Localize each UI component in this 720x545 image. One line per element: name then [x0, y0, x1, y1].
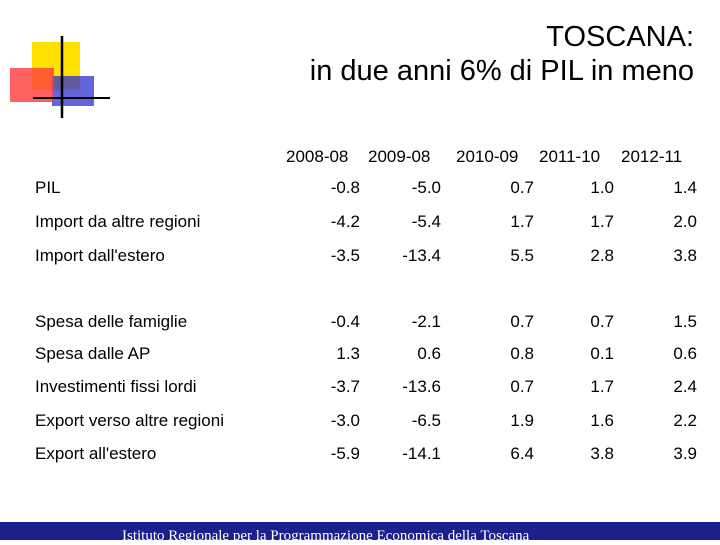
- table-cell: -3.0: [330, 411, 360, 430]
- row-label: Investimenti fissi lordi: [35, 377, 197, 396]
- table-cell: 1.5: [673, 312, 697, 331]
- table-row: Spesa dalle AP 1.3 0.6 0.8 0.1 0.6: [0, 344, 720, 368]
- row-label: Import da altre regioni: [35, 212, 201, 231]
- slide-title: TOSCANA: in due anni 6% di PIL in meno: [310, 20, 694, 88]
- table-cell: -2.1: [411, 312, 441, 331]
- table-cell: -0.8: [330, 178, 360, 197]
- logo-red-square: [10, 68, 54, 102]
- table-header: 2008-08 2009-08 2010-09 2011-10 2012-11: [0, 147, 720, 171]
- table-cell: 2.4: [673, 377, 697, 396]
- table-cell: 3.8: [590, 444, 614, 463]
- table-cell: -3.7: [330, 377, 360, 396]
- table-cell: 1.7: [590, 212, 614, 231]
- table-cell: -13.6: [402, 377, 441, 396]
- table-cell: 0.6: [673, 344, 697, 363]
- table-row: Investimenti fissi lordi -3.7 -13.6 0.7 1.7 2…: [0, 377, 720, 401]
- table-cell: -6.5: [411, 411, 441, 430]
- table-cell: 1.3: [336, 344, 360, 363]
- table-row: Export all'estero -5.9 -14.1 6.4 3.8 3.9: [0, 444, 720, 468]
- column-header: 2009-08: [368, 147, 431, 166]
- table-cell: -3.5: [330, 246, 360, 265]
- table-cell: 2.0: [673, 212, 697, 231]
- table-cell: 1.4: [673, 178, 697, 197]
- table-row: PIL -0.8 -5.0 0.7 1.0 1.4: [0, 178, 720, 202]
- table-cell: 1.0: [590, 178, 614, 197]
- row-label: Spesa dalle AP: [35, 344, 151, 363]
- table-cell: 2.2: [673, 411, 697, 430]
- table-cell: -5.4: [411, 212, 441, 231]
- row-label: Export verso altre regioni: [35, 411, 224, 430]
- footer-bar: Istituto Regionale per la Programmazione…: [0, 522, 720, 544]
- table-row: Spesa delle famiglie -0.4 -2.1 0.7 0.7 1.5: [0, 312, 720, 336]
- table-cell: 0.7: [510, 178, 534, 197]
- table-row: Export verso altre regioni -3.0 -6.5 1.9 1.6…: [0, 411, 720, 435]
- table-cell: 0.7: [510, 377, 534, 396]
- table-cell: 1.9: [510, 411, 534, 430]
- slide-title-line1: TOSCANA:: [546, 21, 694, 53]
- table-cell: -5.9: [330, 444, 360, 463]
- table-cell: 0.7: [590, 312, 614, 331]
- row-label: Export all'estero: [35, 444, 157, 463]
- table-cell: 5.5: [510, 246, 534, 265]
- column-header: 2008-08: [286, 147, 349, 166]
- table-cell: 0.1: [590, 344, 614, 363]
- decorative-logo-icon: [10, 36, 110, 118]
- table-cell: 3.8: [673, 246, 697, 265]
- logo-blue-square: [52, 76, 94, 106]
- table-cell: -4.2: [330, 212, 360, 231]
- table-cell: -13.4: [402, 246, 441, 265]
- row-label: Import dall'estero: [35, 246, 165, 265]
- table-cell: 1.7: [590, 377, 614, 396]
- table-row: Import dall'estero -3.5 -13.4 5.5 2.8 3.8: [0, 246, 720, 270]
- table-cell: -14.1: [402, 444, 441, 463]
- slide-title-line2: in due anni 6% di PIL in meno: [309, 55, 694, 87]
- table-row: Import da altre regioni -4.2 -5.4 1.7 1.7 2.0: [0, 212, 720, 236]
- table-cell: -0.4: [330, 312, 360, 331]
- table-cell: 6.4: [510, 444, 534, 463]
- table-cell: 3.9: [673, 444, 697, 463]
- row-label: PIL: [35, 178, 61, 197]
- table-cell: 2.8: [590, 246, 614, 265]
- footer-text: Istituto Regionale per la Programmazione…: [122, 528, 530, 544]
- column-header: 2012-11: [621, 147, 683, 166]
- table-cell: 1.7: [510, 212, 534, 231]
- table-cell: 0.6: [417, 344, 441, 363]
- row-label: Spesa delle famiglie: [35, 312, 188, 331]
- table-cell: 0.8: [510, 344, 534, 363]
- table-cell: 0.7: [510, 312, 534, 331]
- table-cell: 1.6: [590, 411, 614, 430]
- column-header: 2011-10: [539, 147, 601, 166]
- column-header: 2010-09: [456, 147, 519, 166]
- table-cell: -5.0: [411, 178, 441, 197]
